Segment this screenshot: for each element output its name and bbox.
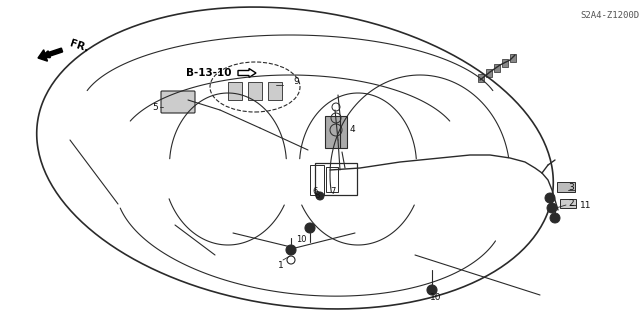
Bar bbox=[228, 82, 242, 100]
Text: 7: 7 bbox=[330, 188, 335, 197]
Circle shape bbox=[547, 203, 557, 213]
Bar bbox=[268, 82, 282, 100]
Text: 2: 2 bbox=[568, 199, 573, 209]
Bar bbox=[478, 74, 484, 82]
Bar bbox=[510, 54, 516, 62]
Text: FR.: FR. bbox=[68, 38, 90, 54]
Text: S2A4-Z1200D: S2A4-Z1200D bbox=[580, 11, 639, 19]
Bar bbox=[494, 64, 500, 72]
FancyBboxPatch shape bbox=[161, 91, 195, 113]
Circle shape bbox=[427, 285, 437, 295]
Circle shape bbox=[305, 223, 315, 233]
Bar bbox=[560, 199, 576, 208]
Bar bbox=[486, 69, 492, 77]
Bar bbox=[326, 167, 338, 192]
Bar bbox=[502, 59, 508, 67]
Circle shape bbox=[316, 192, 324, 200]
Text: 9: 9 bbox=[293, 78, 299, 86]
Text: B-13-10: B-13-10 bbox=[186, 68, 232, 78]
Bar bbox=[310, 165, 324, 195]
Text: 5: 5 bbox=[152, 102, 157, 112]
Circle shape bbox=[545, 193, 555, 203]
Text: 8: 8 bbox=[314, 191, 319, 201]
Text: 6: 6 bbox=[312, 188, 317, 197]
Bar bbox=[325, 116, 347, 148]
Text: 4: 4 bbox=[350, 125, 356, 135]
Circle shape bbox=[550, 213, 560, 223]
FancyArrow shape bbox=[38, 48, 63, 61]
Bar bbox=[248, 82, 262, 100]
Text: 1: 1 bbox=[278, 261, 284, 270]
Bar bbox=[557, 182, 575, 192]
Text: 10: 10 bbox=[296, 235, 307, 244]
Bar bbox=[315, 163, 357, 195]
FancyArrow shape bbox=[238, 69, 256, 78]
Text: 10: 10 bbox=[430, 293, 442, 302]
Circle shape bbox=[286, 245, 296, 255]
Text: 3: 3 bbox=[568, 183, 573, 192]
Text: 11: 11 bbox=[580, 201, 591, 210]
